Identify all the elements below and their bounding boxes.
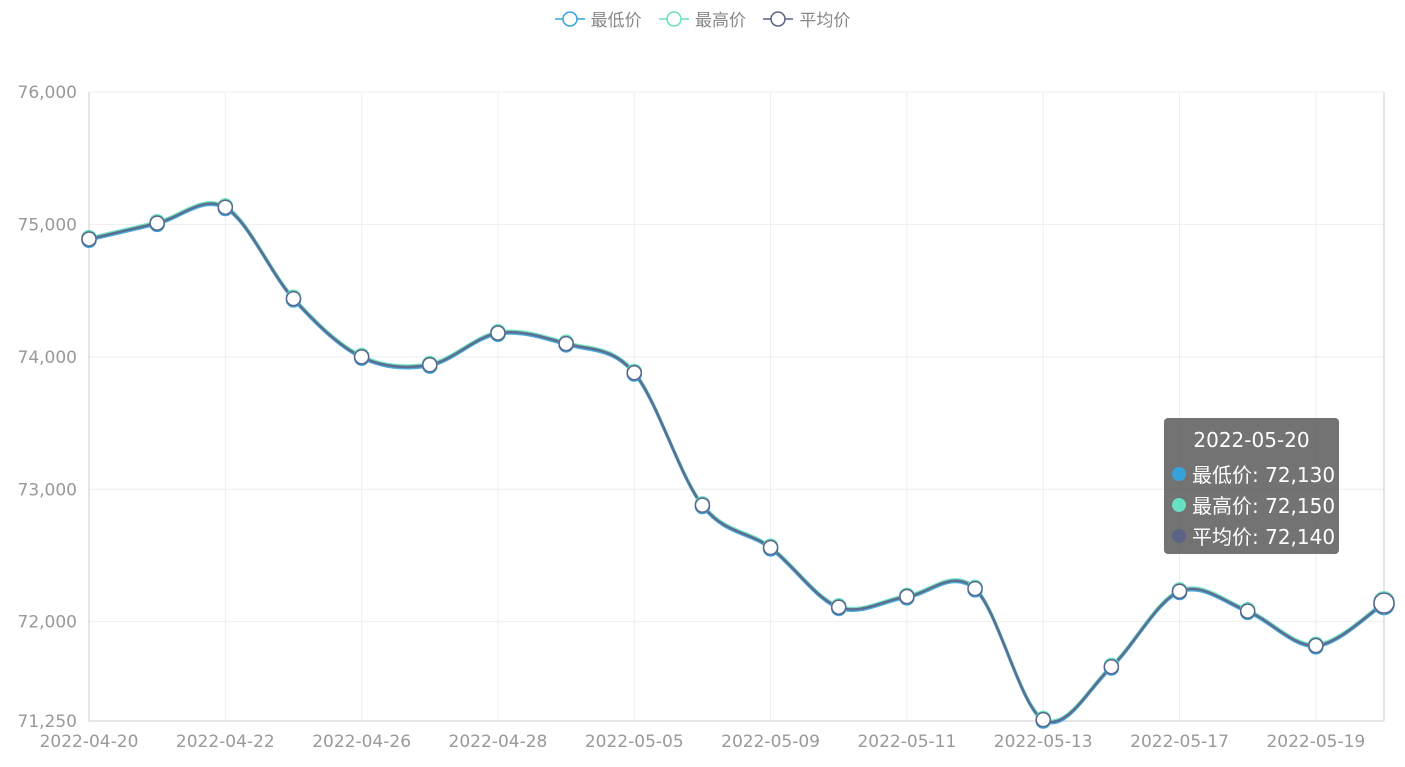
data-point[interactable]: [1239, 603, 1256, 619]
x-tick-label: 2022-05-17: [1130, 732, 1229, 752]
x-tick-label: 2022-04-28: [449, 732, 548, 752]
tooltip: 2022-05-20 最低价: 72,130 最高价: 72,150 平均价: …: [1164, 418, 1339, 554]
tooltip-dot-min-icon: [1172, 466, 1186, 481]
tooltip-row-min: 最低价: 72,130: [1172, 458, 1335, 489]
axes: 71,250 72,000 73,000 74,000 75,000 76,000 2022…: [18, 83, 1385, 752]
legend-max-icon: [659, 10, 689, 27]
x-tick-label: 2022-04-20: [40, 732, 139, 752]
data-point[interactable]: [1308, 637, 1324, 654]
legend-label-max: 最高价: [695, 11, 746, 31]
data-point[interactable]: [1171, 583, 1188, 599]
data-point[interactable]: [694, 497, 711, 513]
data-point[interactable]: [217, 199, 234, 215]
x-tick-label: 2022-05-09: [721, 732, 820, 752]
data-point[interactable]: [353, 349, 370, 365]
data-point[interactable]: [558, 335, 574, 352]
data-point[interactable]: [830, 599, 847, 615]
data-point[interactable]: [285, 290, 302, 307]
data-point[interactable]: [899, 588, 915, 605]
data-point[interactable]: [626, 364, 643, 381]
x-tick-label: 2022-05-11: [857, 732, 956, 752]
data-point[interactable]: [490, 325, 506, 341]
legend-label-min: 最低价: [590, 11, 642, 31]
y-tick-label: 75,000: [18, 215, 77, 235]
legend: 最低价 最高价 平均价: [0, 6, 1405, 34]
tooltip-dot-max-icon: [1172, 497, 1186, 512]
series-lines: [88, 200, 1385, 725]
series-line-2: [88, 202, 1385, 724]
x-tick-label: 2022-05-19: [1266, 732, 1365, 752]
legend-avg-icon: [763, 10, 794, 27]
legend-item-max[interactable]: 最高价: [659, 6, 746, 31]
tooltip-row-avg: 平均价: 72,140: [1172, 520, 1335, 551]
tooltip-dot-avg-icon: [1172, 528, 1186, 543]
data-point[interactable]: [422, 357, 438, 373]
tooltip-label-min: 最低价: 72,130: [1192, 463, 1336, 487]
tooltip-label-avg: 平均价: 72,140: [1192, 525, 1336, 549]
x-tick-label: 2022-04-26: [312, 732, 411, 752]
data-point[interactable]: [1035, 711, 1051, 728]
data-point[interactable]: [81, 231, 97, 247]
y-tick-label: 71,250: [18, 712, 77, 732]
legend-min-icon: [554, 10, 585, 27]
tooltip-date: 2022-05-20: [1193, 428, 1310, 452]
x-tick-label: 2022-04-22: [176, 732, 275, 752]
y-tick-label: 76,000: [18, 83, 77, 103]
data-points: [81, 198, 1395, 729]
x-tick-label: 2022-05-05: [585, 732, 684, 752]
legend-label-avg: 平均价: [799, 11, 851, 31]
y-tick-label: 73,000: [18, 480, 77, 500]
tooltip-label-max: 最高价: 72,150: [1192, 494, 1336, 518]
y-tick-label: 74,000: [18, 348, 77, 368]
grid-lines: [89, 91, 1384, 721]
data-point[interactable]: [149, 215, 165, 231]
y-tick-label: 72,000: [18, 613, 77, 633]
data-point[interactable]: [967, 580, 983, 597]
x-tick-label: 2022-05-13: [994, 732, 1093, 752]
data-point[interactable]: [762, 539, 779, 556]
legend-item-avg[interactable]: 平均价: [763, 6, 850, 31]
data-point[interactable]: [1103, 658, 1120, 675]
legend-item-min[interactable]: 最低价: [554, 6, 642, 31]
data-point[interactable]: [1373, 592, 1395, 614]
tooltip-row-max: 最高价: 72,150: [1172, 489, 1335, 520]
